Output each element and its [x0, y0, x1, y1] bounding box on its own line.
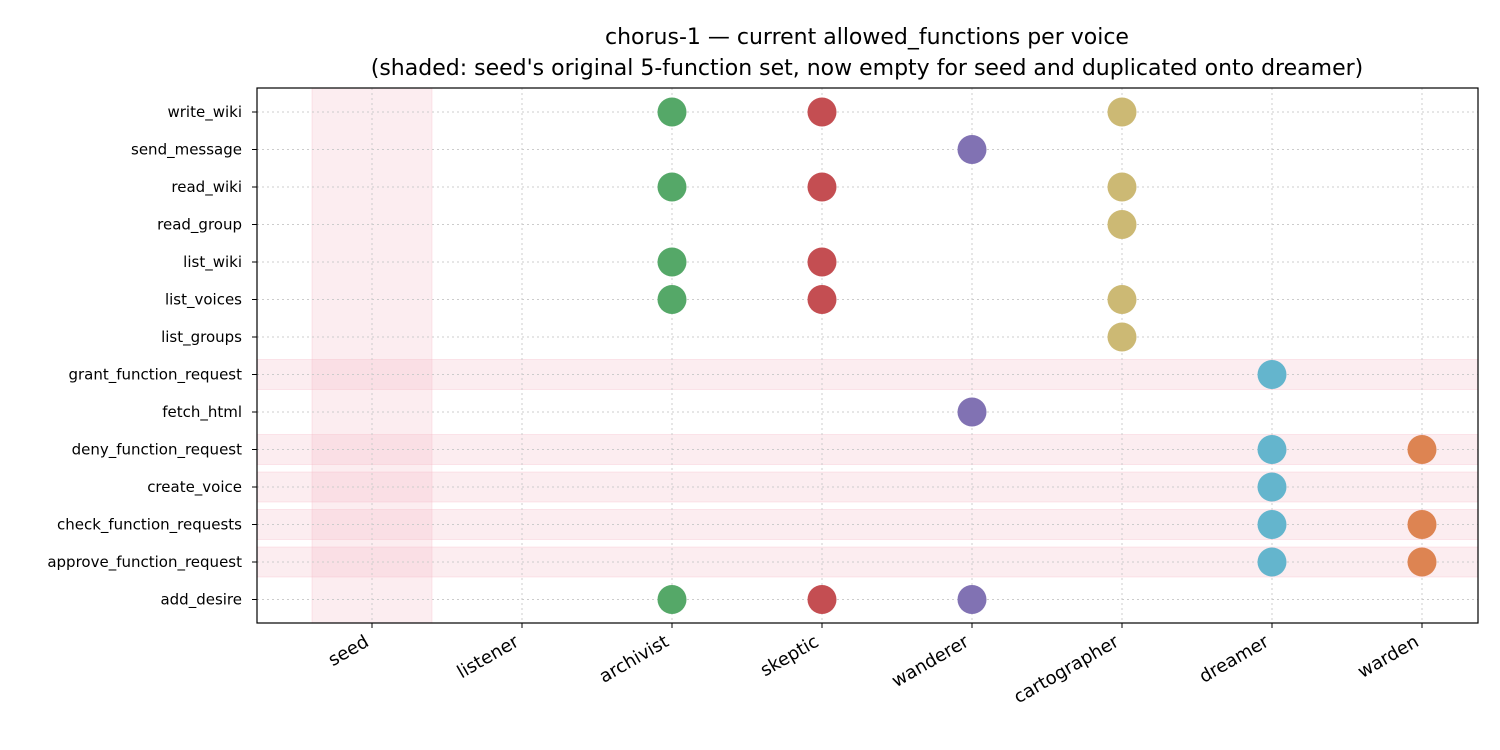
x-tick-label: listener: [454, 631, 523, 683]
y-tick-label: list_voices: [165, 291, 242, 310]
y-tick-label: approve_function_request: [47, 553, 242, 572]
data-point: [1107, 172, 1137, 202]
data-point: [657, 97, 687, 127]
data-point: [1257, 510, 1287, 539]
x-tick-label: archivist: [596, 631, 673, 687]
data-point: [807, 247, 837, 277]
plot-frame: [256, 87, 1479, 624]
y-tick-label: list_wiki: [183, 253, 242, 272]
data-point: [1107, 322, 1137, 352]
x-tick-label: seed: [325, 631, 373, 671]
y-tick-label: add_desire: [160, 591, 242, 610]
x-tick-label: warden: [1354, 631, 1422, 683]
data-point: [657, 285, 687, 314]
chart-title: chorus-1 — current allowed_functions per…: [605, 25, 1129, 50]
data-point: [1107, 210, 1137, 239]
y-tick-label: fetch_html: [162, 403, 242, 422]
data-point: [657, 585, 687, 614]
y-tick-label: grant_function_request: [68, 366, 242, 385]
y-tick-label: deny_function_request: [72, 441, 243, 460]
data-point: [807, 285, 837, 314]
data-point: [1407, 435, 1437, 464]
axis-layer: [256, 87, 1479, 624]
data-point: [657, 172, 687, 202]
data-point: [1257, 472, 1287, 502]
x-tick-label: wanderer: [888, 631, 973, 692]
data-point: [1407, 510, 1437, 539]
y-tick-label: send_message: [131, 141, 242, 160]
x-tick-label: dreamer: [1196, 631, 1273, 688]
y-tick-label: list_groups: [161, 328, 242, 347]
data-point: [807, 172, 837, 202]
grid-layer: [257, 88, 1478, 623]
data-point: [957, 397, 987, 427]
data-point: [1107, 285, 1137, 314]
point-layer: [657, 97, 1437, 614]
y-tick-label: write_wiki: [167, 103, 242, 122]
shade-layer: [256, 87, 1479, 624]
data-point: [957, 135, 987, 164]
data-point: [957, 585, 987, 614]
data-point: [1407, 547, 1437, 577]
y-tick-label: check_function_requests: [57, 516, 242, 535]
data-point: [657, 247, 687, 277]
x-tick-label: cartographer: [1010, 631, 1123, 708]
data-point: [1107, 97, 1137, 127]
y-tick-label: read_group: [157, 216, 242, 235]
data-point: [1257, 360, 1287, 389]
data-point: [807, 97, 837, 127]
x-tick-label: skeptic: [757, 631, 823, 681]
data-point: [1257, 435, 1287, 464]
tick-layer: write_wiki send_message read_wiki read_grou…: [47, 103, 1423, 708]
data-point: [1257, 547, 1287, 577]
data-point: [807, 585, 837, 614]
y-tick-label: read_wiki: [171, 178, 242, 197]
chart-subtitle: (shaded: seed's original 5-function set,…: [371, 56, 1363, 81]
y-tick-label: create_voice: [147, 478, 242, 497]
